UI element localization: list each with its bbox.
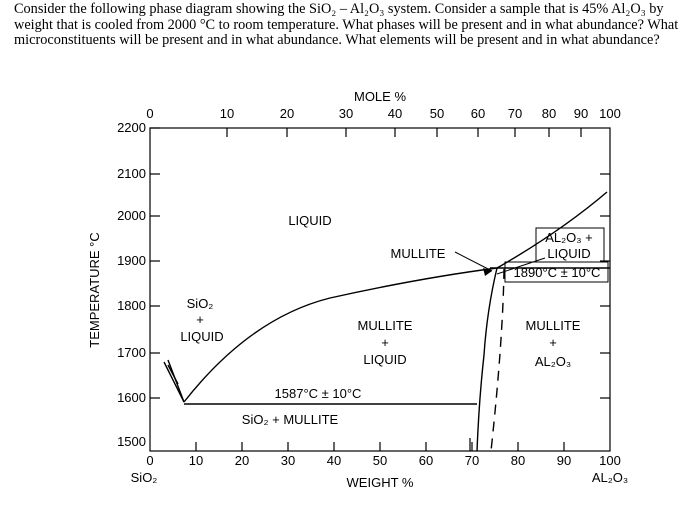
bottom-tick-10: 10 — [189, 453, 203, 468]
top-tick-70: 70 — [508, 106, 522, 121]
sio2-side-leg — [163, 361, 185, 403]
region-mullite-liquid-3: LIQUID — [363, 352, 406, 367]
bottom-tick-90: 90 — [557, 453, 571, 468]
top-ticks — [226, 128, 582, 137]
top-tick-50: 50 — [430, 106, 444, 121]
bottom-tick-40: 40 — [327, 453, 341, 468]
y-tick-2100: 2100 — [117, 166, 146, 181]
top-tick-40: 40 — [388, 106, 402, 121]
liquidus-al2o3-side — [496, 191, 608, 269]
peritectic-annotation: 1890°C ± 10°C — [514, 265, 601, 280]
question-paragraph: Consider the following phase diagram sho… — [14, 1, 679, 48]
region-sio2-liquid-2: + — [196, 312, 204, 327]
region-sio2-liquid-3: LIQUID — [180, 329, 223, 344]
top-axis-title: MOLE % — [354, 89, 406, 104]
plot-frame — [149, 127, 611, 452]
bottom-tick-labels: 0 10 20 30 40 50 60 70 80 90 100 — [146, 453, 620, 468]
y-tick-2200: 2200 — [117, 120, 146, 135]
y-ticks-left — [150, 127, 160, 399]
region-mullite-pointer: MULLITE — [391, 246, 446, 261]
top-tick-90: 90 — [574, 106, 588, 121]
bottom-ticks — [195, 442, 565, 451]
y-ticks-right — [600, 173, 610, 399]
top-tick-0: 0 — [146, 106, 153, 121]
top-tick-10: 10 — [220, 106, 234, 121]
sio2-liquidus-pointer — [167, 364, 179, 385]
al2o3-liquid-label-box — [535, 227, 605, 263]
top-tick-100: 100 — [599, 106, 621, 121]
top-tick-60: 60 — [471, 106, 485, 121]
top-tick-30: 30 — [339, 106, 353, 121]
bottom-tick-60: 60 — [419, 453, 433, 468]
region-liquid: LIQUID — [288, 213, 331, 228]
y-tick-1500: 1500 — [117, 434, 146, 449]
bottom-axis-title: WEIGHT % — [347, 475, 414, 490]
bottom-tick-100: 100 — [599, 453, 621, 468]
region-mullite-liquid-1: MULLITE — [358, 318, 413, 333]
bottom-tick-30: 30 — [281, 453, 295, 468]
y-tick-1600: 1600 — [117, 390, 146, 405]
region-al2o3-liquid-1: AL₂O₃ + — [545, 230, 593, 245]
bottom-tick-50: 50 — [373, 453, 387, 468]
eutectic-annotation: 1587°C ± 10°C — [275, 386, 362, 401]
right-component-label: AL₂O₃ — [592, 470, 628, 485]
bottom-tick-20: 20 — [235, 453, 249, 468]
region-mullite-al2o3-3: AL₂O₃ — [535, 354, 571, 369]
region-mullite-al2o3-1: MULLITE — [526, 318, 581, 333]
pointer-arrow-head — [483, 268, 492, 276]
bottom-tick-80: 80 — [511, 453, 525, 468]
region-sio2-mullite: SiO₂ + MULLITE — [242, 412, 339, 427]
y-tick-1700: 1700 — [117, 345, 146, 360]
y-axis-title: TEMPERATURE °C — [87, 232, 102, 347]
mullite-right-solvus — [490, 268, 505, 452]
question-text: Consider the following phase diagram sho… — [14, 1, 686, 49]
liquidus-mullite-side — [183, 267, 498, 403]
region-sio2-liquid-1: SiO₂ — [187, 296, 214, 311]
bottom-tick-70: 70 — [465, 453, 479, 468]
left-component-label: SiO₂ — [131, 470, 158, 485]
top-tick-80: 80 — [542, 106, 556, 121]
mullite-pointer-line — [454, 251, 493, 272]
y-tick-labels: 2200 2100 2000 1900 1800 1700 1600 1500 — [117, 120, 146, 449]
y-tick-1900: 1900 — [117, 253, 146, 268]
region-mullite-liquid-2: + — [381, 335, 389, 350]
top-tick-20: 20 — [280, 106, 294, 121]
y-tick-2000: 2000 — [117, 208, 146, 223]
region-mullite-al2o3-2: + — [549, 335, 557, 350]
bottom-tick-0: 0 — [146, 453, 153, 468]
region-al2o3-liquid-2: LIQUID — [547, 246, 590, 261]
top-tick-labels: 0 10 20 30 40 50 60 70 80 90 100 — [146, 106, 620, 121]
mullite-left-solvus — [476, 267, 498, 452]
y-tick-1800: 1800 — [117, 298, 146, 313]
